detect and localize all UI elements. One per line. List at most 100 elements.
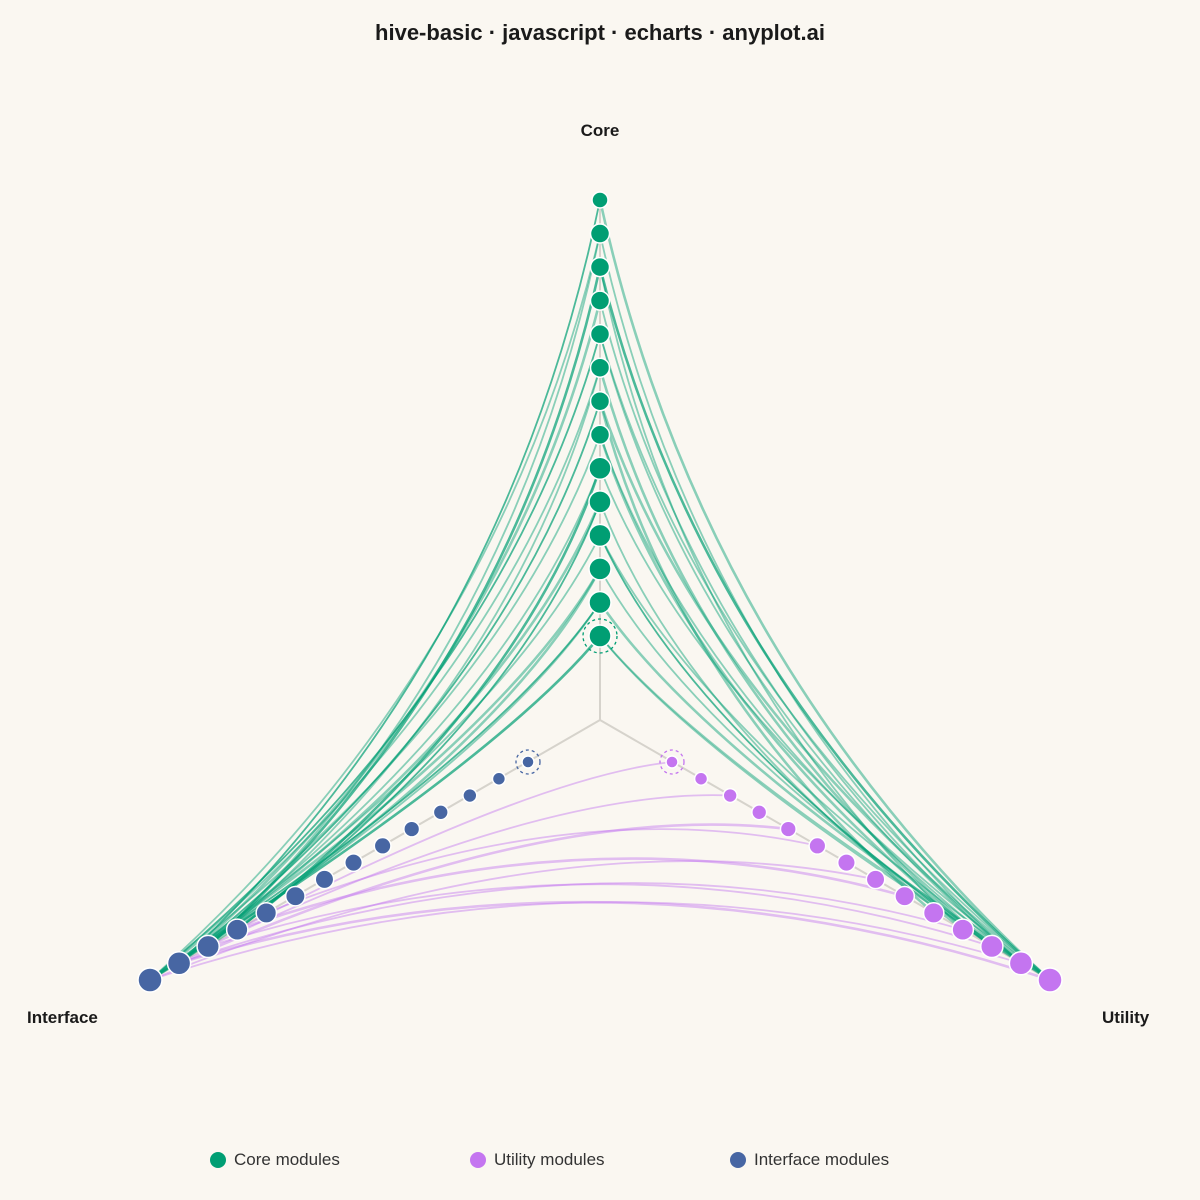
node-utility-13 <box>1037 967 1063 993</box>
node-interface-6 <box>344 853 364 873</box>
nodes <box>137 191 1063 993</box>
axis-label-utility: Utility <box>1102 1008 1150 1027</box>
legend-item-core[interactable]: Core modules <box>210 1150 340 1170</box>
legend-item-utility[interactable]: Utility modules <box>470 1150 605 1170</box>
edge-core-interface <box>236 467 602 931</box>
node-highlight-ring-utility <box>659 749 685 775</box>
edge-utility-interface <box>178 882 964 965</box>
edge-utility-interface <box>236 761 673 931</box>
node-core-13 <box>591 191 609 209</box>
node-core-9 <box>589 323 611 345</box>
edge-core-utility <box>599 535 993 948</box>
node-core-10 <box>589 290 611 311</box>
edge-core-interface <box>178 199 601 964</box>
node-utility-5 <box>808 836 827 855</box>
legend-label-core: Core modules <box>234 1150 340 1169</box>
node-interface-2 <box>462 787 478 804</box>
node-core-1 <box>588 590 612 615</box>
node-interface-1 <box>491 771 507 786</box>
edge-core-utility <box>599 266 964 931</box>
node-utility-1 <box>693 771 709 786</box>
node-interface-10 <box>225 918 249 942</box>
edge-core-utility <box>599 434 1022 964</box>
edge-utility-interface <box>207 883 993 948</box>
node-interface-7 <box>314 869 335 890</box>
node-interface-12 <box>166 950 192 976</box>
node-core-11 <box>589 256 611 278</box>
legend-swatch-core <box>210 1152 226 1168</box>
axis-label-core: Core <box>580 121 620 140</box>
edge-core-interface <box>178 501 602 965</box>
node-highlight-ring-core <box>582 618 618 654</box>
node-utility-0 <box>665 755 679 769</box>
node-utility-6 <box>836 853 856 873</box>
edge-core-utility <box>599 233 1022 964</box>
node-interface-9 <box>255 902 278 924</box>
node-interface-4 <box>403 820 421 838</box>
node-core-6 <box>589 424 611 446</box>
edge-core-interface <box>149 333 601 981</box>
edge-core-interface <box>149 568 602 982</box>
edge-utility-interface <box>236 857 905 931</box>
node-utility-10 <box>951 918 975 942</box>
edge-core-utility <box>598 367 993 948</box>
edge-core-utility <box>599 534 1051 981</box>
legend: Core modules Utility modules Interface m… <box>0 1150 1200 1174</box>
node-utility-9 <box>922 902 945 924</box>
edge-core-interface <box>149 601 601 981</box>
edge-utility-interface <box>149 860 876 981</box>
node-utility-2 <box>722 787 738 804</box>
node-interface-3 <box>432 804 449 821</box>
edge-utility-interface <box>265 828 818 914</box>
node-interface-13 <box>137 967 163 993</box>
node-utility-4 <box>779 820 797 838</box>
node-core-0 <box>588 624 612 648</box>
edge-core-utility <box>598 434 993 948</box>
node-core-7 <box>589 390 611 412</box>
node-utility-3 <box>751 804 768 821</box>
legend-swatch-utility <box>470 1152 486 1168</box>
edge-core-utility <box>599 501 964 931</box>
node-utility-11 <box>980 934 1004 959</box>
edge-core-interface <box>236 501 601 931</box>
node-core-5 <box>588 456 612 481</box>
chart-title: hive-basic · javascript · echarts · anyp… <box>375 20 825 45</box>
edge-core-interface <box>207 367 601 948</box>
node-utility-12 <box>1008 950 1034 976</box>
axis-label-interface: Interface <box>27 1008 98 1027</box>
edge-utility-interface <box>149 901 1022 981</box>
node-core-8 <box>589 357 611 378</box>
edge-core-utility <box>598 601 1051 982</box>
edge-core-utility <box>599 333 1022 964</box>
edges <box>149 199 1051 982</box>
edge-core-utility <box>598 400 1051 982</box>
edge-core-utility <box>599 568 1022 964</box>
node-interface-5 <box>373 836 392 855</box>
edge-core-utility <box>598 400 935 914</box>
edge-core-interface <box>149 367 601 981</box>
legend-label-utility: Utility modules <box>494 1150 605 1169</box>
node-highlight-ring-interface <box>515 749 541 775</box>
edge-core-interface <box>178 467 601 964</box>
edge-core-interface <box>149 434 601 981</box>
node-interface-8 <box>284 885 306 907</box>
node-interface-0 <box>521 755 535 769</box>
legend-item-interface[interactable]: Interface modules <box>730 1150 889 1170</box>
edge-core-utility <box>598 266 1051 981</box>
node-utility-8 <box>894 885 916 907</box>
node-utility-7 <box>865 869 886 890</box>
edge-core-utility <box>599 467 1051 981</box>
edge-core-interface <box>207 266 602 948</box>
edge-core-utility <box>599 333 1051 981</box>
edge-core-interface <box>207 233 601 948</box>
edge-core-utility <box>598 199 1051 981</box>
node-core-4 <box>588 490 612 514</box>
legend-label-interface: Interface modules <box>754 1150 890 1169</box>
node-core-3 <box>588 523 612 548</box>
edge-utility-interface <box>178 823 789 965</box>
edge-core-interface <box>149 233 601 981</box>
edge-utility-interface <box>178 900 1051 982</box>
node-core-2 <box>588 557 612 581</box>
